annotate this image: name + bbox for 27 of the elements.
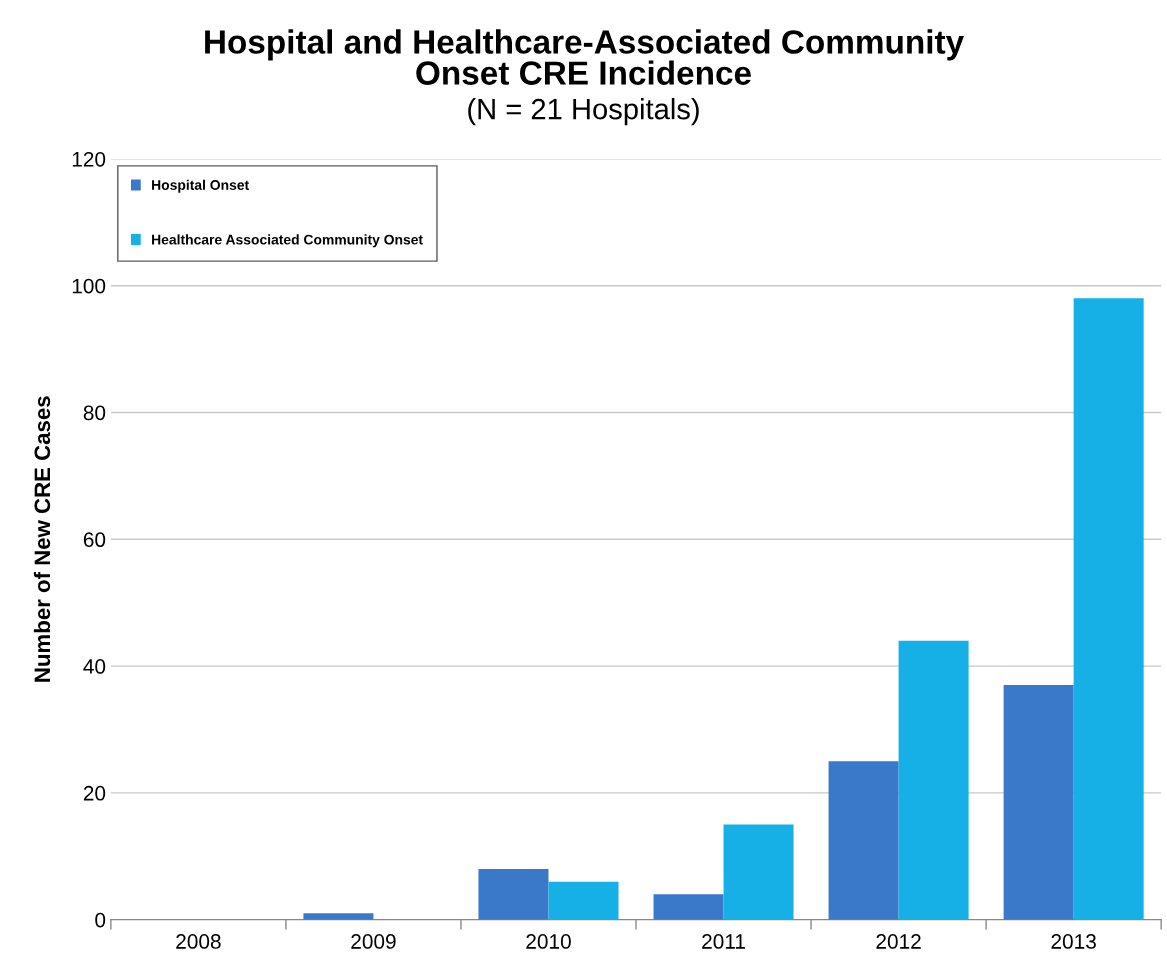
bar	[548, 881, 619, 920]
bar	[478, 868, 549, 920]
bar	[723, 824, 794, 920]
legend-label: Hospital Onset	[152, 179, 249, 193]
bar	[1073, 298, 1144, 920]
x-tick-label: 2013	[1051, 934, 1096, 949]
y-tick-label: 120	[72, 151, 106, 167]
x-tick-label: 2011	[702, 934, 745, 949]
bar	[828, 761, 899, 920]
x-tick-label: 2012	[876, 934, 921, 949]
bar	[898, 640, 969, 920]
y-tick-label: 100	[72, 278, 106, 294]
chart-subtitle: (N = 21 Hospitals)	[468, 98, 699, 126]
y-tick-label: 20	[83, 785, 106, 801]
y-axis-title: Number of New CRE Cases	[33, 396, 51, 682]
chart-title: Hospital and Healthcare-Associated Community Onset CRE Incidence	[205, 29, 964, 85]
y-tick-label: 40	[83, 659, 106, 674]
y-tick-label: 0	[95, 912, 106, 928]
bar	[303, 913, 374, 920]
y-tick-label: 80	[83, 405, 106, 421]
x-tick-label: 2009	[351, 934, 396, 949]
x-tick-label: 2008	[176, 934, 221, 949]
x-tick-label: 2010	[526, 934, 571, 949]
bar	[653, 894, 724, 920]
bar	[1003, 685, 1074, 920]
legend-label: Healthcare Associated Community Onset	[152, 234, 423, 248]
y-tick-label: 60	[83, 532, 106, 548]
